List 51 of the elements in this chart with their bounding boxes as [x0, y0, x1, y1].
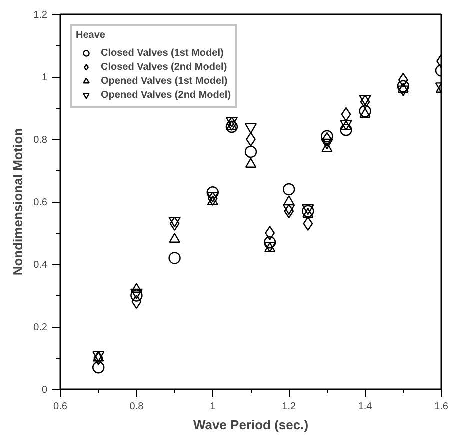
point	[340, 124, 352, 136]
point	[359, 105, 372, 118]
point	[92, 362, 105, 374]
x-tick-label: 1.4	[358, 402, 373, 412]
point	[360, 94, 370, 110]
point	[303, 216, 314, 231]
point	[264, 236, 276, 249]
point	[284, 196, 295, 206]
point	[284, 204, 294, 218]
point	[245, 158, 257, 168]
legend-label: Closed Valves (1st Model)	[101, 47, 224, 59]
x-tick-label: 1.2	[282, 402, 296, 412]
point	[360, 108, 371, 118]
point	[398, 83, 409, 93]
x-tick-label: 1	[210, 402, 216, 412]
point	[321, 130, 334, 142]
x-tick-label: 0.8	[130, 402, 144, 412]
legend-label: Opened Valves (1st Model)	[101, 75, 228, 87]
y-tick-label: 0.6	[34, 198, 48, 208]
y-tick-label: 0	[42, 385, 48, 396]
x-axis-title: Wave Period (sec.)	[193, 418, 309, 432]
legend-title: Heave	[76, 30, 106, 41]
point	[322, 132, 332, 147]
y-tick-label: 0.4	[34, 260, 48, 271]
point	[131, 283, 142, 293]
point	[132, 294, 142, 310]
point	[168, 252, 181, 264]
point	[322, 142, 333, 152]
x-tick-label: 0.6	[54, 402, 68, 412]
point	[398, 73, 408, 88]
y-tick-label: 0.2	[34, 322, 48, 334]
point	[208, 192, 218, 206]
y-tick-label: 0.8	[34, 135, 48, 146]
point	[207, 196, 218, 206]
legend-label: Opened Valves (2nd Model)	[101, 89, 232, 101]
legend-label: Closed Valves (2nd Model)	[101, 61, 228, 73]
x-tick-label: 1.6	[434, 402, 449, 412]
y-tick-label: 1	[42, 72, 48, 84]
y-tick-label: 1.2	[34, 10, 48, 21]
y-axis-title: Nondimensional Motion	[10, 128, 26, 276]
point	[226, 120, 238, 130]
point	[226, 120, 238, 134]
point	[302, 208, 314, 218]
point	[397, 80, 410, 92]
point	[244, 146, 258, 158]
point	[283, 183, 296, 196]
point	[170, 216, 180, 231]
point	[341, 107, 352, 122]
point	[94, 351, 104, 366]
point	[169, 233, 180, 243]
point	[206, 186, 219, 199]
